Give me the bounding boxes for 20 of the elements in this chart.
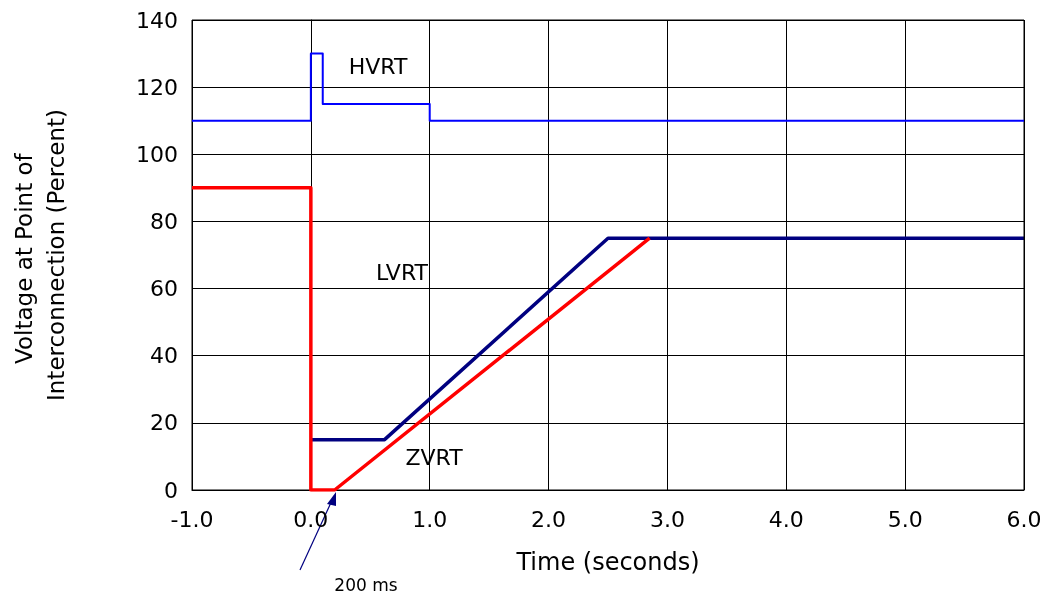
annotation: HVRT [348, 53, 408, 79]
y-axis-title: Voltage at Point of Interconnection (Percent) [11, 108, 69, 402]
x-tick-label: 2.0 [531, 506, 567, 532]
x-tick-label: 5.0 [887, 506, 923, 532]
y-tick-label: 0 [164, 477, 178, 503]
x-tick-label: 1.0 [412, 506, 448, 532]
y-tick-label: 140 [136, 7, 178, 33]
y-tick-label: 20 [150, 410, 178, 436]
x-tick-label: 3.0 [649, 506, 685, 532]
y-tick-label: 40 [150, 343, 178, 369]
y-tick-label: 80 [150, 208, 178, 234]
y-tick-label: 120 [136, 74, 178, 100]
x-tick-label: 6.0 [1006, 506, 1042, 532]
x-axis-title: Time (seconds) [515, 548, 700, 576]
x-tick-label: 4.0 [768, 506, 804, 532]
y-tick-label: 100 [136, 141, 178, 167]
text: 200 ms [334, 575, 398, 595]
annotation: LVRT [375, 259, 429, 285]
y-tick-label: 60 [150, 276, 178, 302]
x-tick-label: -1.0 [170, 506, 214, 532]
